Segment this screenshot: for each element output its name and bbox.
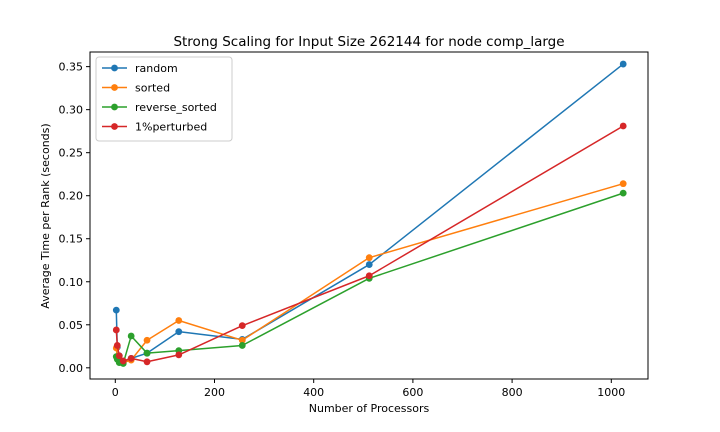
data-point — [365, 254, 373, 262]
plot-frame — [89, 51, 649, 380]
legend-item: sorted — [102, 82, 170, 95]
y-tick-label: 0.20 — [59, 190, 84, 203]
x-tick-label: 800 — [502, 386, 523, 399]
x-tick-label: 0 — [112, 386, 119, 399]
series-line — [115, 125, 624, 363]
legend-item: 1%perturbed — [102, 121, 207, 134]
x-tick-label: 1000 — [597, 386, 625, 399]
data-point — [365, 272, 373, 280]
data-point — [115, 352, 123, 360]
y-tick-label: 0.25 — [59, 147, 84, 160]
data-point — [365, 261, 373, 268]
data-point — [127, 354, 135, 362]
chart-title: Strong Scaling for Input Size 262144 for… — [173, 34, 564, 50]
x-axis-label: Number of Processors — [309, 402, 430, 415]
data-point — [238, 322, 246, 330]
plot-area — [112, 60, 627, 367]
legend-label: reverse_sorted — [135, 101, 217, 114]
y-axis: 0.00 0.05 0.10 0.15 0.20 0.25 0.30 0.35 — [59, 61, 90, 375]
data-point — [619, 180, 627, 188]
data-point — [175, 351, 183, 359]
legend-marker — [111, 64, 118, 72]
legend: random sorted reverse_sorted 1%perturbed — [95, 56, 233, 142]
legend-box — [95, 56, 233, 142]
y-tick-label: 0.10 — [59, 276, 84, 289]
legend-marker — [111, 123, 118, 130]
legend-item: reverse_sorted — [102, 101, 217, 114]
data-point — [175, 328, 183, 336]
x-axis: 0 200 400 600 800 1000 — [112, 379, 625, 399]
x-tick-label: 600 — [402, 386, 423, 399]
legend-label: random — [135, 62, 178, 75]
data-point — [619, 60, 627, 68]
legend-label: 1%perturbed — [135, 121, 207, 134]
legend-label: sorted — [135, 82, 170, 95]
data-point — [112, 326, 120, 334]
data-point — [143, 349, 151, 357]
data-point — [619, 189, 627, 197]
data-point — [143, 336, 151, 344]
y-tick-label: 0.00 — [59, 362, 84, 375]
data-point — [112, 306, 120, 314]
x-tick-label: 400 — [303, 386, 324, 399]
y-tick-label: 0.05 — [59, 319, 84, 332]
series-1-perturbed — [112, 122, 627, 366]
data-point — [143, 358, 151, 366]
data-point — [238, 342, 246, 349]
data-point — [119, 357, 127, 365]
y-axis-label: Average Time per Rank (seconds) — [39, 123, 52, 308]
legend-marker — [111, 103, 118, 111]
y-tick-label: 0.35 — [59, 61, 84, 74]
data-point — [238, 336, 246, 344]
legend-item: random — [102, 62, 178, 75]
y-tick-label: 0.15 — [59, 233, 84, 246]
x-tick-label: 200 — [204, 386, 225, 399]
data-point — [113, 342, 121, 349]
data-point — [619, 122, 627, 130]
data-point — [175, 317, 183, 324]
data-point — [127, 332, 135, 340]
y-tick-label: 0.30 — [59, 104, 84, 117]
legend-marker — [111, 84, 118, 91]
